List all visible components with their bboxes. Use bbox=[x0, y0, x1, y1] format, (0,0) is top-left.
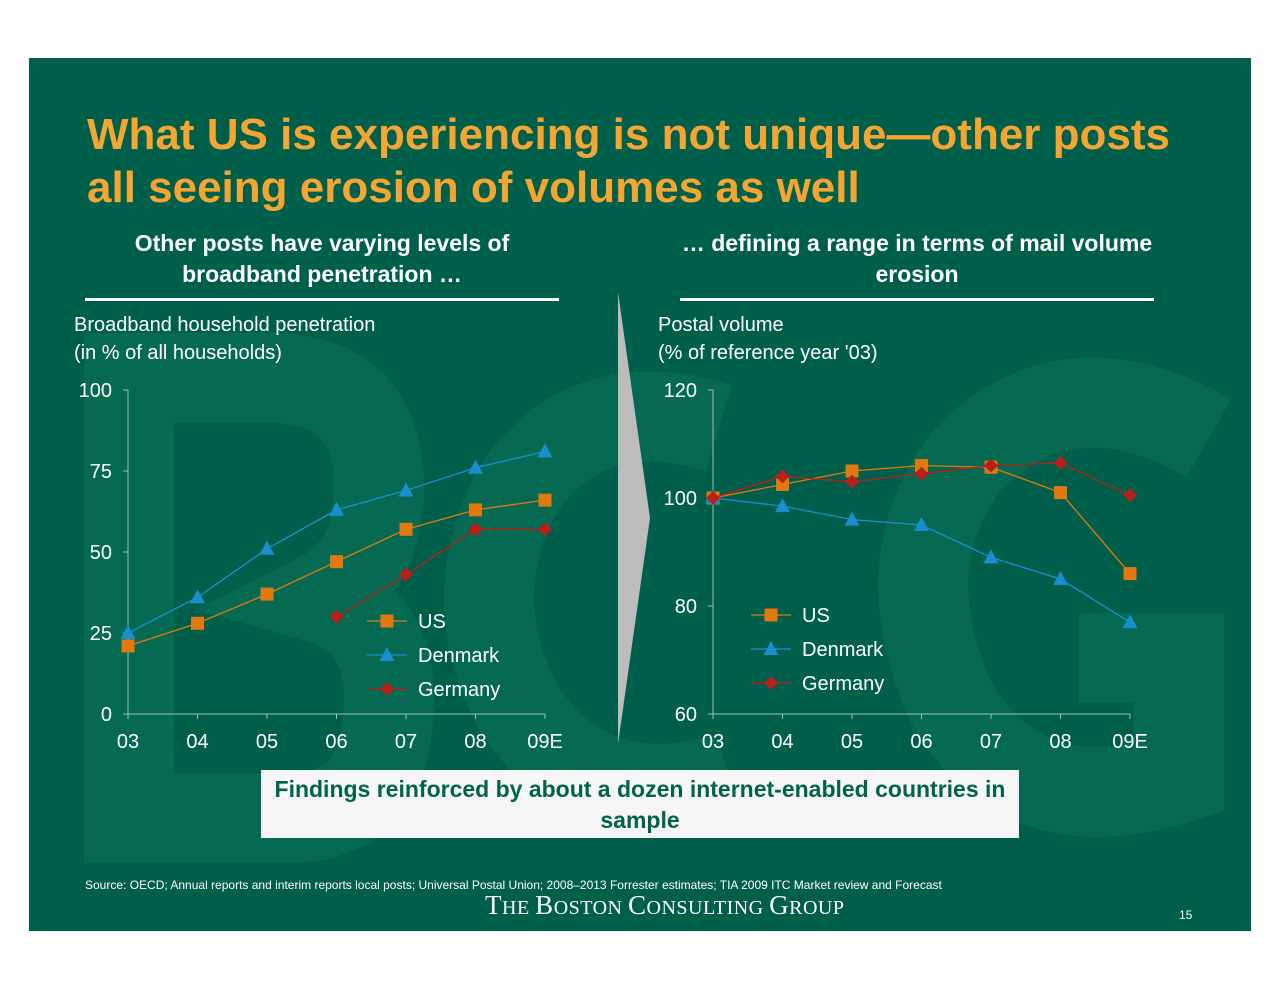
left-chart-y-tick-label: 100 bbox=[79, 380, 112, 402]
left-subheading: Other posts have varying levels of broad… bbox=[134, 230, 510, 287]
right-chart-us-point bbox=[776, 478, 789, 491]
left-chart-us-point bbox=[538, 493, 552, 507]
left-chart-legend-denmark-label: Denmark bbox=[418, 645, 500, 667]
right-chart-denmark-point bbox=[1053, 571, 1068, 585]
left-chart-y-tick-label: 50 bbox=[90, 542, 112, 564]
left-chart-denmark-point bbox=[120, 625, 136, 639]
left-chart-x-tick-label: 05 bbox=[256, 731, 278, 753]
right-chart-denmark-point bbox=[983, 549, 999, 564]
left-ylabel-line2: (in % of all households) bbox=[74, 342, 282, 364]
left-chart-denmark-point bbox=[259, 540, 275, 555]
right-chart-us-point bbox=[1123, 567, 1137, 581]
left-chart-us-point bbox=[191, 616, 204, 630]
left-chart-legend-denmark-marker bbox=[379, 647, 395, 661]
right-chart-ylabel: Postal volume (% of reference year '03) bbox=[658, 311, 877, 367]
left-chart-y-tick-label: 0 bbox=[101, 704, 112, 726]
right-chart-germany-point bbox=[914, 466, 929, 481]
left-chart-denmark-point bbox=[537, 443, 553, 458]
left-chart-x-tick-label: 09E bbox=[527, 731, 563, 753]
right-chart-germany-point bbox=[1123, 488, 1137, 503]
left-chart-x-tick-label: 07 bbox=[395, 731, 417, 753]
left-chart-us-point bbox=[121, 639, 135, 653]
left-chart-denmark-point bbox=[468, 459, 483, 474]
right-chart-legend-germany-marker bbox=[764, 676, 778, 690]
right-chart-denmark-point bbox=[914, 517, 929, 531]
left-chart-us-point bbox=[330, 555, 343, 569]
right-chart-us-point bbox=[845, 464, 859, 478]
left-chart-germany-point bbox=[399, 567, 413, 582]
left-chart-x-tick-label: 08 bbox=[464, 731, 486, 753]
left-chart-germany-line bbox=[336, 528, 545, 618]
left-chart-x-tick-label: 04 bbox=[186, 731, 208, 753]
left-chart-germany-point bbox=[468, 522, 483, 537]
left-chart-y-tick-label: 75 bbox=[90, 461, 112, 483]
right-chart-germany-point bbox=[706, 491, 720, 505]
right-chart-y-tick-label: 120 bbox=[664, 380, 697, 402]
right-chart-x-tick-label: 08 bbox=[1049, 731, 1071, 753]
right-chart-denmark-point bbox=[775, 498, 790, 513]
source-note: Source: OECD; Annual reports and interim… bbox=[85, 878, 942, 892]
right-chart-us-point bbox=[915, 459, 928, 473]
findings-box: Findings reinforced by about a dozen int… bbox=[261, 770, 1019, 838]
left-chart-legend-us-marker bbox=[380, 614, 394, 628]
left-subheading-rule bbox=[85, 298, 559, 301]
left-chart-denmark-point bbox=[329, 501, 344, 516]
right-chart-y-tick-label: 80 bbox=[675, 596, 697, 618]
right-ylabel-line1: Postal volume bbox=[658, 314, 784, 336]
left-chart-x-tick-label: 06 bbox=[325, 731, 347, 753]
right-ylabel-line2: (% of reference year '03) bbox=[658, 342, 878, 364]
broadband-chart: 0 25 50 75 100 03 04 05 06 07 08 09E US Denmark German… bbox=[79, 380, 563, 753]
right-chart-y-tick-label: 60 bbox=[675, 704, 697, 726]
left-chart-denmark-point bbox=[398, 482, 414, 497]
left-chart-y-tick-label: 25 bbox=[90, 623, 112, 645]
right-chart-germany-point bbox=[984, 458, 998, 473]
left-chart-legend-us-label: US bbox=[418, 611, 446, 633]
right-chart-x-tick-label: 06 bbox=[910, 731, 932, 753]
right-chart-legend-denmark-marker bbox=[763, 641, 779, 655]
right-chart-y-tick-label: 100 bbox=[664, 488, 697, 510]
right-chart-legend-us-marker bbox=[764, 608, 778, 622]
right-chart-legend-us-label: US bbox=[802, 605, 830, 627]
left-chart-germany-point bbox=[329, 609, 344, 624]
right-chart-germany-point bbox=[1053, 455, 1068, 470]
right-chart-x-tick-label: 04 bbox=[771, 731, 793, 753]
right-chart-legend-germany-label: Germany bbox=[802, 673, 884, 695]
right-chart-germany-point bbox=[775, 469, 790, 484]
left-chart-x-tick-label: 03 bbox=[117, 731, 139, 753]
right-chart-legend-denmark-label: Denmark bbox=[802, 639, 884, 661]
right-chart-x-tick-label: 05 bbox=[841, 731, 863, 753]
postal-volume-chart: 60 80 100 120 03 04 05 06 07 08 09E US Denmark German… bbox=[664, 380, 1148, 753]
right-chart-x-tick-label: 03 bbox=[702, 731, 724, 753]
right-subheading-rule bbox=[680, 298, 1154, 301]
right-chart-denmark-point bbox=[844, 511, 860, 526]
left-chart-legend-germany-label: Germany bbox=[418, 679, 500, 701]
right-chart-x-tick-label: 09E bbox=[1112, 731, 1148, 753]
right-chart-x-tick-label: 07 bbox=[980, 731, 1002, 753]
slide: What US is experiencing is not unique—ot… bbox=[29, 58, 1251, 931]
left-chart-us-point bbox=[469, 503, 482, 517]
left-ylabel-line1: Broadband household penetration bbox=[74, 314, 376, 336]
left-chart-ylabel: Broadband household penetration (in % of… bbox=[74, 311, 375, 367]
bcg-logo: THE BOSTON CONSULTING GROUP bbox=[485, 890, 845, 920]
left-chart-legend-germany-marker bbox=[380, 682, 394, 696]
left-chart-us-point bbox=[260, 587, 274, 601]
left-chart-germany-point bbox=[538, 522, 552, 537]
right-chart-us-point bbox=[1054, 486, 1067, 500]
page-number: 15 bbox=[1179, 908, 1193, 922]
right-subheading: … defining a range in terms of mail volu… bbox=[681, 230, 1153, 287]
right-chart-denmark-point bbox=[1122, 614, 1138, 629]
left-chart-us-point bbox=[399, 522, 413, 536]
right-chart-germany-point bbox=[845, 474, 859, 489]
slide-title: What US is experiencing is not unique—ot… bbox=[87, 110, 1171, 212]
right-chart-denmark-line bbox=[712, 497, 1131, 623]
left-chart-denmark-point bbox=[190, 589, 205, 604]
